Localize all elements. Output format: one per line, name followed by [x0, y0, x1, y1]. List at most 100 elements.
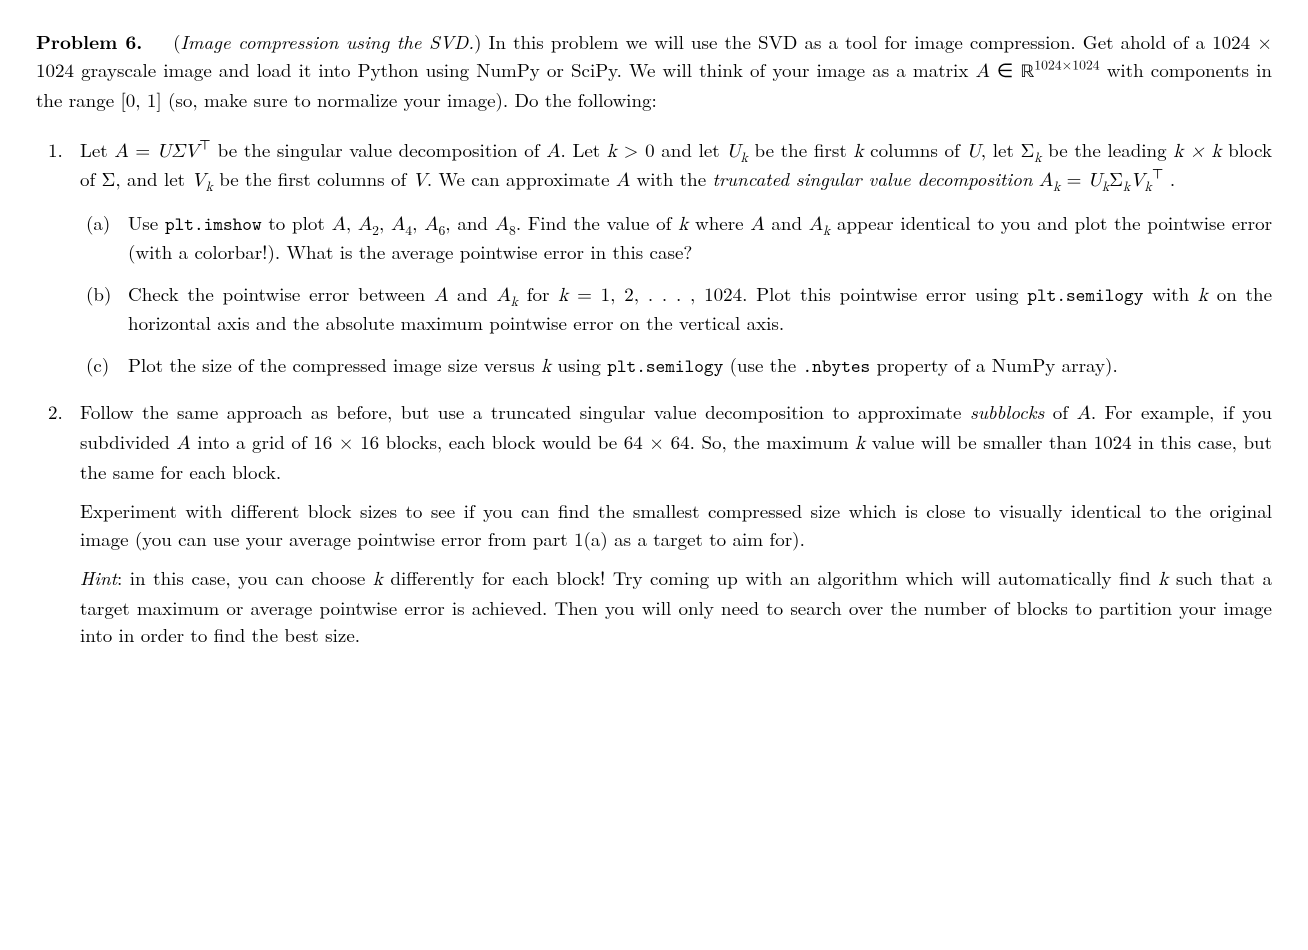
1a-A8: A: [495, 215, 509, 234]
item-1c: (c) Plot the size of the compressed imag…: [80, 351, 1272, 381]
2-p1-t1: Follow the same approach as before, but …: [80, 398, 970, 425]
1a-t3: . Find the value of: [516, 209, 678, 236]
item-1b-marker: (b): [86, 280, 111, 308]
1a-t2: to plot: [262, 209, 332, 236]
problem-label: Problem 6.: [36, 27, 142, 55]
2-k: k: [855, 434, 865, 453]
1c-t2: using: [551, 351, 607, 378]
item-1-marker: 1.: [48, 136, 63, 164]
i1-Sigma: Σ: [102, 165, 116, 192]
item-1: 1. Let A = UΣV⊤ be the singular value de…: [36, 136, 1272, 381]
i1-t3: . Let: [561, 136, 607, 163]
1a-t1: Use: [128, 209, 165, 236]
1a-s8: 8: [509, 220, 516, 239]
1b-k: k: [558, 286, 568, 305]
1a-and: , and: [445, 209, 494, 236]
item-2-para-2: Experiment with different block sizes to…: [80, 497, 1272, 552]
i1-eq1-eq: =: [129, 136, 157, 163]
2-A2: A: [176, 434, 190, 453]
i1-Uk-sub: k: [741, 150, 748, 164]
1c-k: k: [541, 357, 551, 376]
i1-t10: , and let: [115, 165, 191, 192]
1b-code1: plt.semilogy: [1027, 282, 1143, 307]
item-1b: (b) Check the pointwise error between A …: [80, 280, 1272, 337]
i1-Vk: V: [191, 171, 205, 190]
2-A: A: [1077, 404, 1091, 423]
i1-t11: be the first columns of: [213, 165, 413, 192]
1a-A4: A: [391, 215, 405, 234]
item-1a-marker: (a): [86, 209, 110, 237]
i1-t4: and let: [655, 136, 727, 163]
i1-gt0: > 0: [617, 136, 655, 163]
1c-t1: Plot the size of the compressed image si…: [128, 351, 541, 378]
1a-t4: where: [688, 209, 750, 236]
2-p1-t2: of: [1044, 398, 1076, 425]
i1-eq2-V-sub: k: [1144, 180, 1151, 194]
1a-k: k: [678, 215, 688, 234]
1a-t5: and: [765, 209, 809, 236]
item-2-marker: 2.: [48, 398, 63, 426]
in-symbol: ∈: [990, 56, 1021, 83]
i1-eq2-U: U: [1088, 171, 1102, 190]
i1-period: .: [1164, 165, 1176, 192]
matrix-A: A: [975, 62, 989, 81]
i1-Sigmak: Σ: [1021, 136, 1035, 163]
1a-c3: ,: [412, 209, 424, 236]
1a-s2: 2: [372, 220, 379, 239]
problem-intro: Problem 6. (Image compression using the …: [36, 28, 1272, 114]
main-list: 1. Let A = UΣV⊤ be the singular value de…: [36, 136, 1272, 649]
1b-sk: k: [511, 295, 518, 309]
item-1c-marker: (c): [86, 351, 109, 379]
i1-eq2-V: V: [1130, 171, 1144, 190]
item-1a: (a) Use plt.imshow to plot A, A2, A4, A6…: [80, 209, 1272, 266]
2-p3-t1: : in this case, you can choose: [117, 564, 373, 591]
item-2: 2. Follow the same approach as before, b…: [36, 398, 1272, 648]
1b-k2: k: [1198, 286, 1208, 305]
i1-Vk-sub: k: [206, 180, 213, 194]
i1-t12: . We can approximate: [427, 165, 616, 192]
1a-code1: plt.imshow: [165, 211, 262, 236]
i1-eq1-rhs: UΣV: [157, 142, 199, 161]
i1-kxk: k × k: [1173, 142, 1221, 161]
i1-t13: with the: [630, 165, 712, 192]
i1-t2: be the singular value decomposition of: [211, 136, 546, 163]
1c-code1: plt.semilogy: [607, 353, 723, 378]
2-k2: k: [373, 570, 383, 589]
i1-eq2-eq: =: [1060, 165, 1087, 192]
i1-t5: be the first: [748, 136, 854, 163]
dims-sup: 1024×1024: [1034, 54, 1099, 73]
1b-t2: and: [448, 280, 496, 307]
1a-c2: ,: [379, 209, 391, 236]
i1-t6: columns of: [863, 136, 966, 163]
1a-A: A: [332, 215, 346, 234]
i1-eq1-lhs: A: [114, 142, 128, 161]
i1-U: U: [967, 142, 981, 161]
i1-eq1-sup: ⊤: [199, 134, 211, 153]
1a-A2: A: [358, 215, 372, 234]
i1-trunc: truncated singular value decomposition: [712, 165, 1032, 192]
i1-Uk: U: [726, 142, 740, 161]
problem-title: Image compression using the SVD.: [181, 28, 475, 55]
2-p3-t2: differently for each block! Try coming u…: [383, 564, 1159, 591]
1a-A3: A: [750, 215, 764, 234]
1c-t3: (use the: [723, 351, 802, 378]
i1-A: A: [546, 142, 560, 161]
1b-A: A: [434, 286, 448, 305]
2-k3: k: [1158, 570, 1168, 589]
1b-t3: for: [518, 280, 558, 307]
real-space: ℝ: [1020, 63, 1034, 82]
item-2-para-3: Hint: in this case, you can choose k dif…: [80, 564, 1272, 649]
1a-c1: ,: [346, 209, 358, 236]
i1-t7: , let: [981, 136, 1021, 163]
1c-code2: .nbytes: [803, 353, 871, 378]
1b-t1: Check the pointwise error between: [128, 280, 434, 307]
1a-Ak: A: [809, 215, 823, 234]
2-p2: Experiment with different block sizes to…: [80, 497, 1272, 552]
sub-list-1: (a) Use plt.imshow to plot A, A2, A4, A6…: [80, 209, 1272, 381]
i1-t1: Let: [80, 136, 114, 163]
i1-eq2-Sigma: Σ: [1109, 165, 1123, 192]
2-p1-t4: into a grid of 16 × 16 blocks, each bloc…: [191, 428, 855, 455]
i1-A2: A: [616, 171, 630, 190]
i1-k2: k: [853, 142, 863, 161]
i1-t8: be the leading: [1042, 136, 1174, 163]
